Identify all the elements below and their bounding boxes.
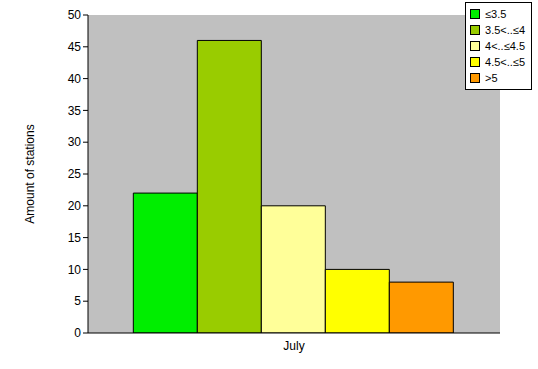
svg-text:25: 25 [68,167,82,181]
svg-text:0: 0 [74,326,81,340]
svg-text:20: 20 [68,199,82,213]
svg-text:July: July [283,339,304,353]
html-text:4<..≤4.5: 4<..≤4.5 [485,40,525,52]
svg-text:45: 45 [68,40,82,54]
html-text:3.5<..≤4: 3.5<..≤4 [485,24,525,36]
svg-text:10: 10 [68,263,82,277]
svg-text:5: 5 [74,294,81,308]
svg-text:30: 30 [68,135,82,149]
svg-text:50: 50 [68,8,82,22]
svg-text:35: 35 [68,104,82,118]
html-text:≤3.5: ≤3.5 [485,8,507,20]
html-text:>5: >5 [485,72,498,84]
svg-text:40: 40 [68,72,82,86]
svg-text:15: 15 [68,231,82,245]
svg-text:Amount of stations: Amount of stations [23,124,37,223]
html-text:4.5<..≤5: 4.5<..≤5 [485,56,525,68]
